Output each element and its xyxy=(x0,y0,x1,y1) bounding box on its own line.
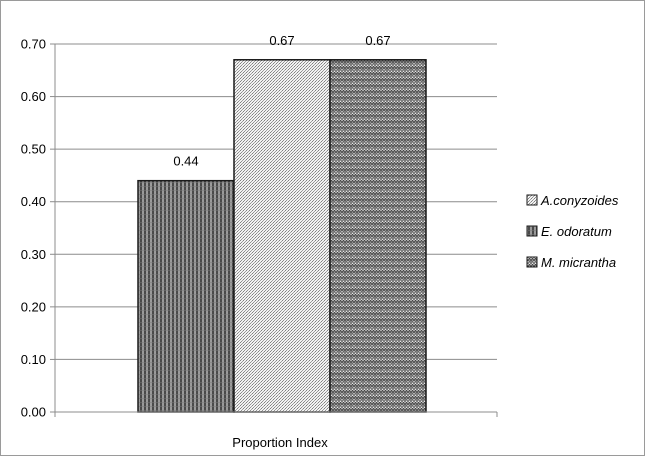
legend-swatch xyxy=(526,194,538,206)
legend-label: A.conyzoides xyxy=(540,193,619,208)
data-label: 0.67 xyxy=(269,33,294,48)
data-label: 0.67 xyxy=(365,33,390,48)
axes: 0.00 0.10 0.20 0.30 0.40 0.50 0.60 0.70 xyxy=(21,37,498,420)
y-tick-label: 0.40 xyxy=(21,194,46,209)
bar-m-micrantha xyxy=(329,59,427,413)
y-tick-label: 0.10 xyxy=(21,352,46,367)
y-tick-label: 0.50 xyxy=(21,142,46,157)
bar-a-conyzoides xyxy=(233,59,331,413)
legend-label: M. micrantha xyxy=(541,255,616,270)
y-tick-label: 0.70 xyxy=(21,37,46,52)
y-tick-label: 0.00 xyxy=(21,405,46,420)
y-tick-label: 0.30 xyxy=(21,247,46,262)
y-tick-label: 0.20 xyxy=(21,299,46,314)
legend-label: E. odoratum xyxy=(541,224,612,239)
bar-e-odoratum xyxy=(137,179,235,413)
y-tick-label: 0.60 xyxy=(21,89,46,104)
legend-swatch xyxy=(526,225,538,237)
x-axis-title: Proportion Index xyxy=(232,435,328,450)
legend-swatch xyxy=(526,256,538,268)
legend: A.conyzoides E. odoratum M. micrantha xyxy=(526,193,619,270)
data-labels: 0.44 0.67 0.67 xyxy=(173,33,390,169)
bars xyxy=(137,59,427,413)
data-label: 0.44 xyxy=(173,154,198,169)
